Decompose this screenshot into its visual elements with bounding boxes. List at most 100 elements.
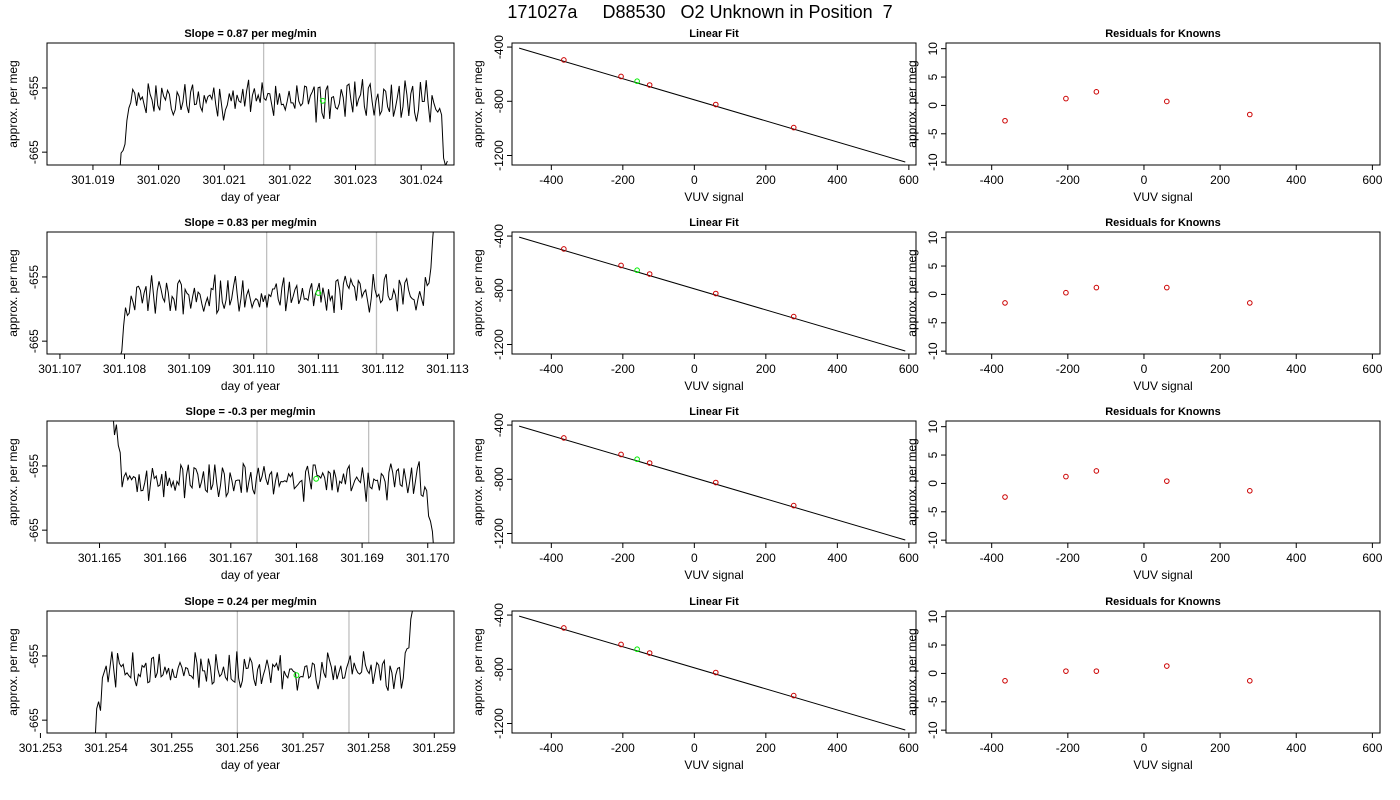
x-tick-label: 200 [756, 173, 776, 187]
plot-area [119, 43, 448, 165]
y-tick-label: -1200 [492, 140, 506, 171]
plot-area [1002, 89, 1253, 124]
x-tick-label: 301.110 [232, 362, 275, 376]
x-tick-label: 600 [1362, 173, 1382, 187]
data-point [1093, 89, 1100, 95]
y-tick-label: -800 [492, 278, 506, 302]
x-tick-label: 0 [1141, 551, 1148, 565]
x-tick-label: 301.169 [340, 551, 384, 565]
x-axis-label: VUV signal [1133, 758, 1192, 772]
x-tick-label: 301.255 [150, 741, 194, 755]
x-tick-label: 301.111 [298, 362, 340, 376]
x-tick-label: 200 [1210, 551, 1230, 565]
plot-frame [945, 610, 1381, 734]
x-tick-label: 0 [691, 741, 698, 755]
panel-title: Linear Fit [689, 596, 739, 608]
series-line [120, 232, 434, 354]
plot-area [519, 615, 906, 731]
fit-line [519, 236, 906, 352]
y-tick-label: 0 [926, 102, 940, 109]
x-tick-label: -400 [980, 362, 1004, 376]
data-point [712, 669, 719, 676]
y-tick-label: -10 [926, 153, 940, 171]
plot-area [519, 425, 906, 541]
data-point [646, 271, 653, 277]
x-tick-label: -400 [980, 551, 1004, 565]
fit-line [519, 47, 906, 163]
unknown-marker [319, 97, 326, 104]
data-point [1164, 98, 1170, 105]
x-tick-label: -400 [539, 173, 563, 187]
y-axis-label: approx. per meg [6, 628, 20, 715]
x-tick-label: 0 [1141, 362, 1148, 376]
data-point [1247, 487, 1253, 494]
fit-line [519, 615, 906, 731]
x-tick-label: 0 [691, 362, 698, 376]
panel-title: Linear Fit [689, 28, 739, 40]
x-tick-label: 200 [1210, 741, 1230, 755]
y-tick-label: -5 [926, 696, 940, 707]
panel-9: Slope = 0.24 per meg/min 301.253 301.254 30… [6, 596, 456, 772]
data-point [1093, 468, 1100, 474]
x-tick-label: 400 [1286, 741, 1306, 755]
y-tick-label: -800 [492, 467, 506, 491]
x-tick-label: 301.019 [71, 173, 115, 187]
y-tick-label: -665 [27, 329, 41, 353]
data-point [1002, 494, 1008, 500]
data-point [1063, 95, 1069, 102]
data-point [618, 262, 624, 269]
x-tick-label: -400 [980, 173, 1004, 187]
x-axis-label: VUV signal [684, 379, 743, 393]
page-title: 171027a D88530 O2 Unknown in Position 7 [507, 2, 893, 22]
y-axis-label: approx. per meg [471, 249, 485, 336]
y-tick-label: -655 [27, 76, 41, 100]
panel-title: Residuals for Knowns [1105, 406, 1221, 418]
panel-title: Linear Fit [689, 217, 739, 229]
x-tick-label: 301.258 [347, 741, 391, 755]
x-axis-label: VUV signal [1133, 568, 1192, 582]
x-tick-label: 0 [691, 551, 698, 565]
unknown-point [634, 646, 640, 653]
y-tick-label: -400 [492, 413, 506, 437]
data-point [1002, 300, 1008, 306]
x-tick-label: 200 [756, 551, 776, 565]
x-tick-label: 0 [1141, 173, 1148, 187]
data-point [712, 479, 719, 486]
x-tick-label: 400 [827, 551, 847, 565]
data-point [1247, 300, 1253, 306]
y-tick-label: -1200 [492, 708, 506, 739]
data-point [790, 692, 797, 699]
data-point [646, 460, 653, 466]
x-tick-label: 400 [827, 173, 847, 187]
y-axis-label: approx. per meg [471, 628, 485, 715]
y-tick-label: -655 [27, 454, 41, 478]
y-tick-label: -665 [27, 708, 41, 732]
x-tick-label: 301.165 [78, 551, 122, 565]
y-tick-label: -655 [27, 265, 41, 289]
series-line [112, 421, 434, 543]
x-tick-label: 600 [899, 741, 919, 755]
data-point [561, 435, 567, 441]
panel-title: Linear Fit [689, 406, 739, 418]
unknown-marker [293, 672, 300, 679]
data-point [1002, 117, 1008, 124]
y-tick-label: -5 [926, 128, 940, 139]
x-tick-label: -400 [539, 551, 563, 565]
data-point [1002, 677, 1008, 684]
plot-frame [511, 420, 917, 544]
data-point [1063, 473, 1069, 480]
x-axis-label: day of year [221, 758, 280, 772]
x-tick-label: -400 [539, 362, 563, 376]
plot-frame [945, 420, 1381, 544]
plot-area [120, 232, 434, 354]
x-tick-label: 200 [756, 362, 776, 376]
x-tick-label: 400 [1286, 362, 1306, 376]
y-tick-label: -10 [926, 531, 940, 549]
y-tick-label: -655 [27, 644, 41, 668]
y-tick-label: -400 [492, 603, 506, 627]
plot-frame [46, 231, 455, 355]
y-tick-label: -1200 [492, 518, 506, 549]
y-axis-label: approx. per meg [905, 438, 919, 525]
x-tick-label: -200 [1056, 362, 1080, 376]
